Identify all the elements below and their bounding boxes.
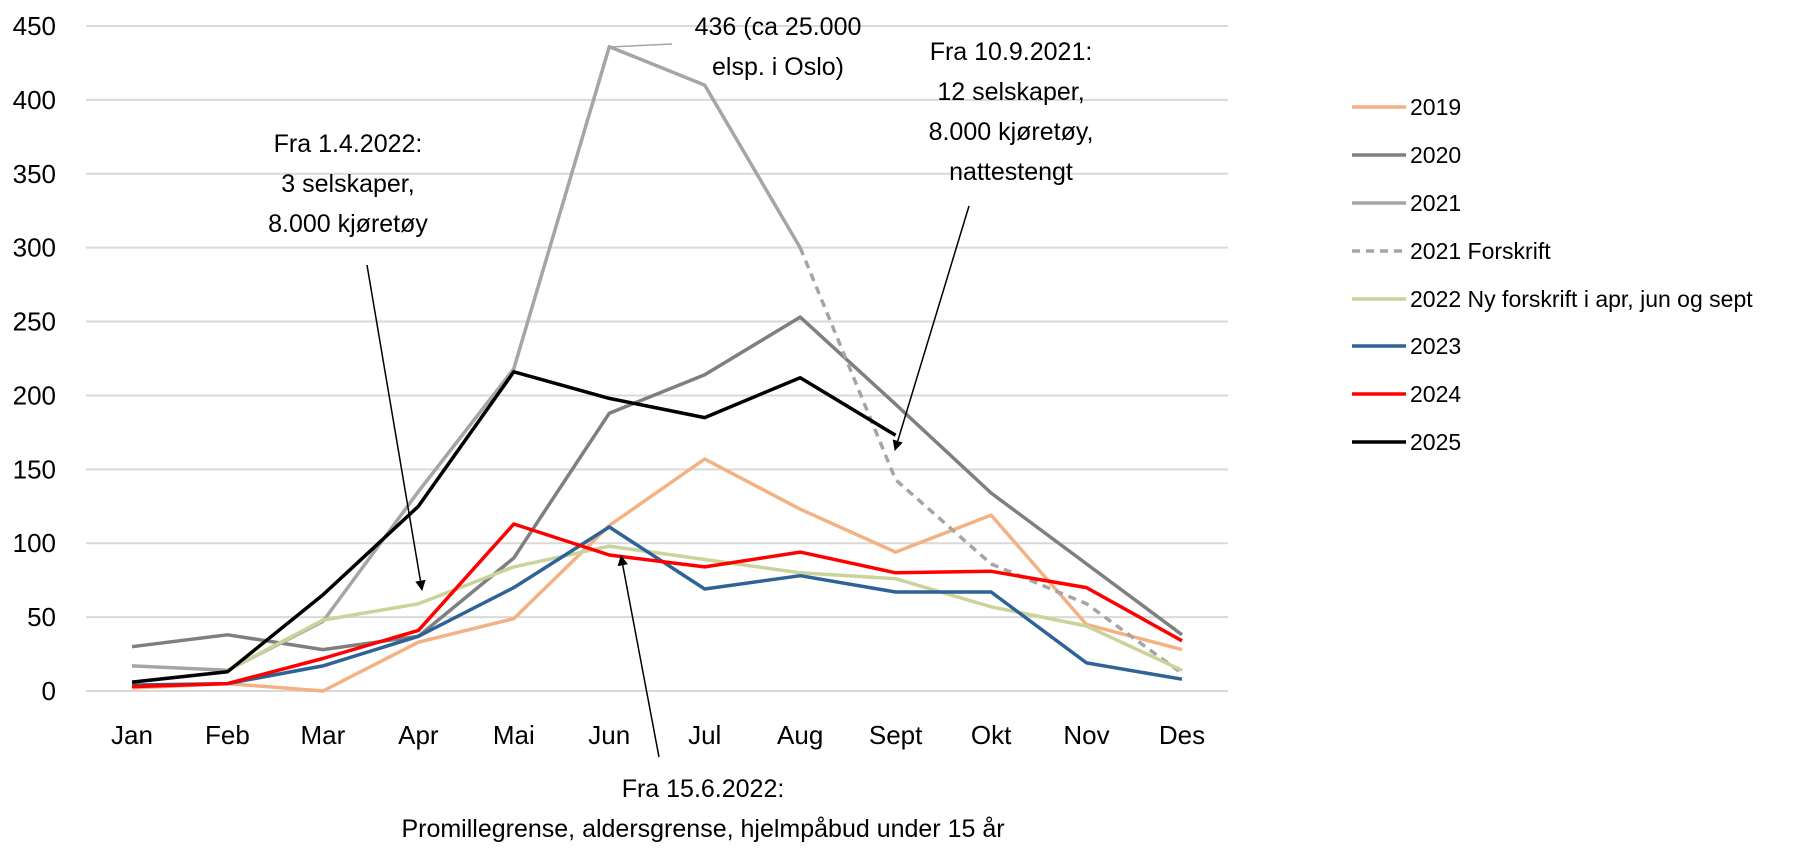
series-line-2023 [131,525,1183,687]
annotation-arrow-sep2021 [892,205,970,452]
legend-label: 2021 Forskrift [1410,238,1551,264]
annotation-leader-436 [608,43,673,48]
annotation-sep2021-line2: 12 selskaper, [937,78,1084,106]
series-line-2022-ny-forskrift-i-apr-jun-og-sept [226,544,1183,672]
x-tick-label: Aug [777,720,823,750]
x-tick-label: Jun [588,720,630,750]
annotation-apr2022-line3: 8.000 kjøretøy [268,210,428,238]
y-tick-label: 250 [13,307,56,337]
annotation-arrow-jun2022 [617,554,660,758]
legend-label: 2022 Ny forskrift i apr, jun og sept [1410,286,1753,312]
annotation-jun2022-line1: Fra 15.6.2022: [622,775,785,803]
x-tick-label: Jan [111,720,153,750]
x-tick-label: Feb [205,720,250,750]
x-tick-label: Mar [301,720,346,750]
annotation-jun2022-line2: Promillegrense, aldersgrense, hjelmpåbud… [401,815,1004,843]
x-tick-label: Okt [971,720,1012,750]
annotation-436-line2: elsp. i Oslo) [712,53,844,81]
annotation-436-line1: 436 (ca 25.000 [695,13,862,41]
annotation-apr2022-line2: 3 selskaper, [281,170,414,198]
y-tick-label: 400 [13,85,56,115]
y-tick-label: 0 [42,676,56,706]
x-tick-label: Apr [398,720,439,750]
x-tick-label: Des [1159,720,1205,750]
y-tick-label: 100 [13,528,56,558]
annotation-apr2022-line1: Fra 1.4.2022: [274,130,423,158]
series-line-2025 [131,370,897,684]
legend: 2019 2020 2021 2021 Forskrift 2022 Ny forskr… [1352,94,1753,455]
x-tick-label: Jul [688,720,721,750]
annotations: 436 (ca 25.000 elsp. i Oslo) Fra 1.4.202… [268,13,1093,843]
series-lines [131,44,1184,693]
annotation-sep2021-line3: 8.000 kjøretøy, [929,118,1094,146]
y-tick-label: 300 [13,233,56,263]
y-tick-label: 450 [13,11,56,41]
y-tick-label: 50 [27,602,56,632]
annotation-sep2021-line1: Fra 10.9.2021: [930,38,1093,66]
y-tick-label: 150 [13,454,56,484]
y-tick-label: 350 [13,159,56,189]
series-line-2021-forskrift [798,247,1184,675]
legend-label: 2025 [1410,429,1461,455]
legend-label: 2020 [1410,142,1461,168]
legend-label: 2021 [1410,190,1461,216]
legend-label: 2023 [1410,333,1461,359]
series-line-2020 [131,315,1184,652]
y-tick-label: 200 [13,380,56,410]
series-line-2019 [131,457,1183,693]
x-axis-ticks: Jan Feb Mar Apr Mai Jun Jul Aug Sept Okt Nov Des [111,720,1205,750]
x-tick-label: Nov [1063,720,1109,750]
annotation-arrow-apr2022 [366,264,426,592]
x-tick-label: Sept [869,720,923,750]
legend-label: 2024 [1410,381,1461,407]
x-tick-label: Mai [493,720,535,750]
series-line-2024 [131,522,1183,689]
annotation-sep2021-line4: nattestengt [949,158,1073,186]
legend-label: 2019 [1410,94,1461,120]
y-axis-ticks: 0 50 100 150 200 250 300 350 400 450 [13,11,56,706]
